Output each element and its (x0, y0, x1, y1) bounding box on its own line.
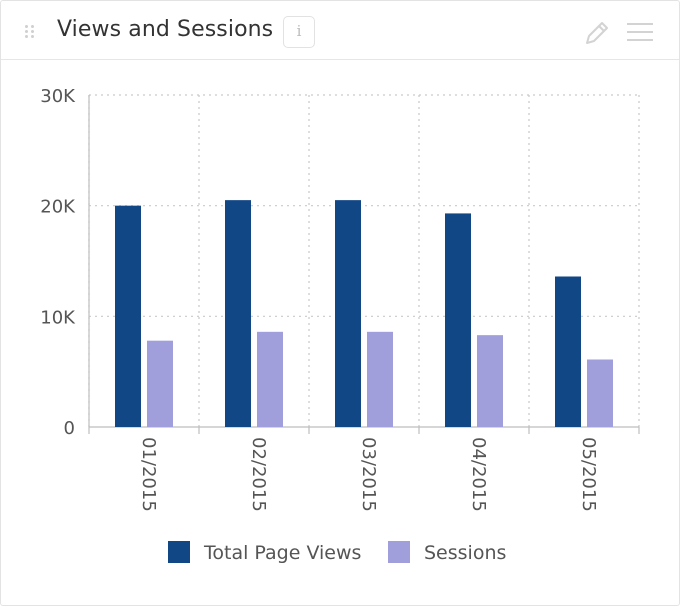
bar-sessions (367, 331, 393, 427)
bar-total-page-views (115, 205, 141, 427)
drag-handle-icon[interactable] (25, 25, 35, 39)
bar-sessions (587, 359, 613, 427)
legend-swatch (168, 541, 190, 563)
x-tick-label: 05/2015 (578, 437, 599, 512)
bar-total-page-views (335, 200, 361, 427)
widget-title: Views and Sessions (57, 17, 274, 42)
bar-total-page-views (225, 200, 251, 427)
bar-sessions (147, 340, 173, 427)
legend-label: Sessions (424, 542, 506, 564)
bar-sessions (477, 335, 503, 427)
widget-header: Views and Sessions i (1, 1, 679, 60)
edit-button[interactable] (583, 19, 611, 47)
x-tick-label: 02/2015 (248, 437, 269, 512)
x-tick-label: 03/2015 (358, 437, 379, 512)
info-button[interactable]: i (283, 16, 315, 48)
legend-swatch (388, 541, 410, 563)
y-tick-label: 0 (64, 418, 75, 439)
legend-label: Total Page Views (203, 542, 361, 564)
y-tick-label: 20K (40, 197, 76, 218)
info-icon: i (296, 22, 302, 40)
y-tick-label: 30K (40, 86, 76, 107)
menu-button[interactable] (627, 21, 655, 45)
x-tick-label: 01/2015 (138, 437, 159, 512)
x-tick-label: 04/2015 (468, 437, 489, 512)
bar-chart: 0 10K 20K 30K 01/2015 02/2015 03/2015 04/2015 05… (40, 86, 640, 564)
pencil-icon (586, 22, 608, 44)
bar-total-page-views (555, 276, 581, 427)
y-tick-label: 10K (40, 307, 76, 328)
bar-sessions (257, 331, 283, 427)
bar-total-page-views (445, 213, 471, 427)
